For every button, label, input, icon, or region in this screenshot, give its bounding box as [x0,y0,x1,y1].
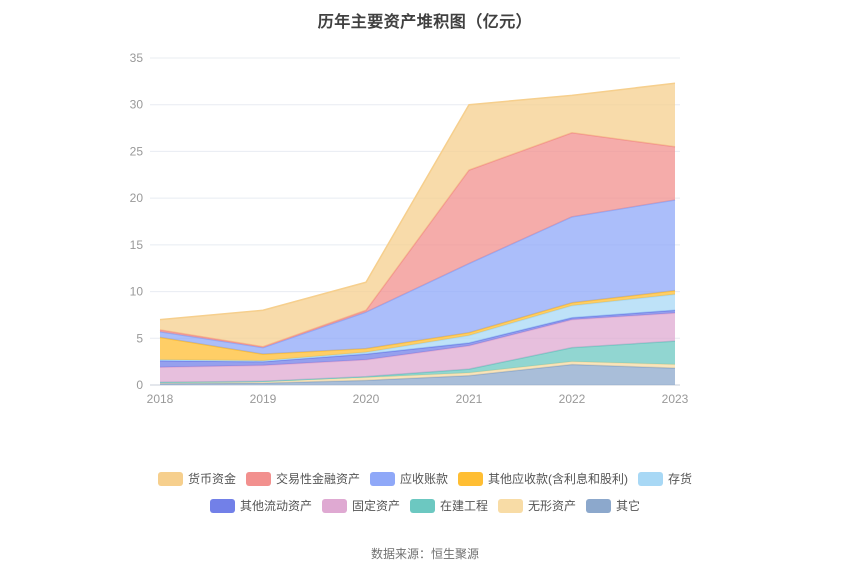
area-货币资金[interactable] [160,83,675,347]
y-axis-tick-label: 5 [136,331,143,345]
legend-swatch [370,472,395,486]
legend-item-其它[interactable]: 其它 [586,499,640,513]
area-应收账款[interactable] [160,200,675,355]
area-存货[interactable] [160,294,675,362]
y-axis-tick-label: 25 [130,144,144,158]
y-axis-tick-label: 30 [130,98,144,112]
x-axis-tick-label: 2020 [353,392,380,406]
area-无形资产[interactable] [160,361,675,384]
legend-label: 存货 [668,472,693,486]
area-line-货币资金 [159,82,676,321]
legend-label: 应收账款 [400,472,449,486]
legend-label: 货币资金 [187,472,236,486]
legend-swatch [586,499,612,513]
y-axis-tick-label: 15 [130,238,144,252]
legend-item-应收账款[interactable]: 应收账款 [370,472,448,486]
legend-swatch [245,472,271,486]
x-axis-tick-label: 2022 [559,392,586,406]
legend-item-交易性金融资产[interactable]: 交易性金融资产 [245,472,360,486]
chart-title: 历年主要资产堆积图（亿元） [317,14,533,31]
x-axis-tick-label: 2019 [250,392,277,406]
chart-canvas: 0 5 10 15 20 25 30 35 2018 2019 2020 2021 2022 2023 [130,51,689,406]
legend-swatch [409,499,435,513]
area-在建工程[interactable] [160,341,675,383]
legend-item-其他应收款(含利息和股利)[interactable]: 其他应收款(含利息和股利) [458,472,628,486]
legend: 货币资金 交易性金融资产 应收账款 其他应收款(含利息和股利) 存货其他流动资产 固定资产… [135,472,715,513]
legend-swatch [458,472,484,486]
legend-label: 在建工程 [439,499,488,513]
y-axis-tick-label: 10 [130,285,144,299]
y-axis-tick-label: 35 [130,51,144,65]
area-line-应收账款 [159,199,676,349]
x-axis-tick-label: 2023 [662,392,689,406]
x-axis-tick-label: 2018 [147,392,174,406]
legend-item-货币资金[interactable]: 货币资金 [157,472,236,486]
legend-item-在建工程[interactable]: 在建工程 [409,499,488,513]
legend-label: 其它 [616,499,641,513]
legend-swatch [638,472,664,486]
legend-swatch [157,472,183,486]
legend-label: 固定资产 [351,499,400,513]
legend-item-其他流动资产[interactable]: 其他流动资产 [209,499,312,513]
area-line-在建工程 [159,340,676,383]
legend-label: 交易性金融资产 [275,472,360,486]
legend-item-无形资产[interactable]: 无形资产 [498,499,576,513]
area-其它[interactable] [160,364,675,385]
legend-label: 无形资产 [528,499,577,513]
data-source: 数据来源：恒生聚源 [370,547,479,561]
area-固定资产[interactable] [160,313,675,383]
legend-label: 其他流动资产 [239,499,312,513]
legend-swatch [209,499,235,513]
y-axis-tick-label: 0 [136,378,143,392]
area-其他应收款(含利息和股利)[interactable] [160,290,675,361]
legend-swatch [498,499,523,513]
legend-item-存货[interactable]: 存货 [638,472,692,486]
y-axis-tick-label: 20 [130,191,144,205]
legend-label: 其他应收款(含利息和股利) [488,472,629,486]
legend-item-固定资产[interactable]: 固定资产 [321,499,400,513]
x-axis-tick-label: 2021 [456,392,483,406]
legend-swatch [321,499,347,513]
